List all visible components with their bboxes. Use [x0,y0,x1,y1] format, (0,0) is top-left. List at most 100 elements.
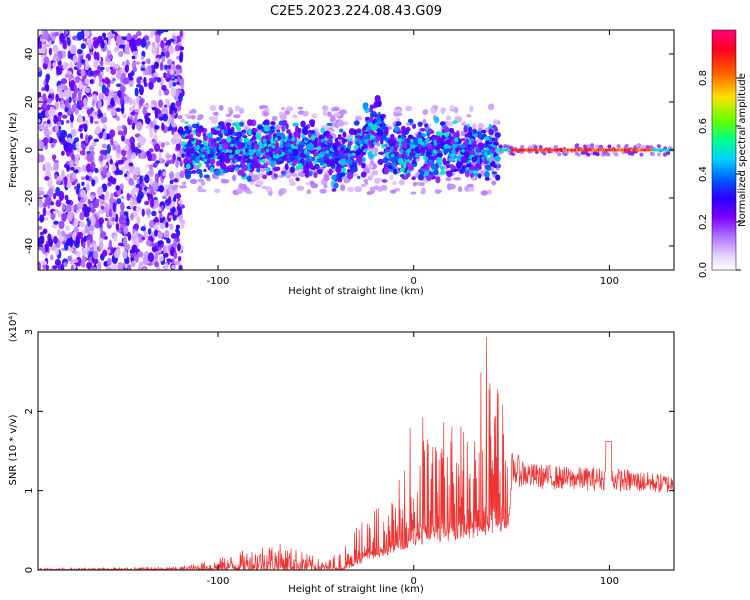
spectrogram-cell [112,112,118,116]
spectrogram-cell [314,159,318,164]
spectrogram-cell [134,113,138,119]
spectrogram-cell [466,114,472,118]
spectrogram-cell [369,104,376,109]
spectrogram-cell [218,146,223,150]
spectrogram-cell [286,174,291,179]
spectrogram-cell [381,135,387,141]
spectrogram-cell [128,76,134,81]
spectrogram-cell [263,143,268,147]
spectrogram-cell [475,146,481,153]
spectrogram-cell [57,84,61,94]
spectrogram-cell [170,69,175,76]
spectrogram-cell [422,109,429,116]
spectrogram-cell [406,143,411,149]
spectrogram-cell [129,252,136,258]
spectrogram-cell [43,127,50,137]
spectrogram-cell [138,85,144,96]
spectrogram-cell [111,217,116,222]
spectrogram-cell [489,153,494,158]
spectrogram-cell [173,240,178,249]
spectrogram-cell [392,168,398,175]
spectrogram-cell [278,120,284,126]
spectrogram-cell [80,43,86,50]
spectrogram-cell [93,51,98,60]
colorbar-tick-label: 0.0 [698,262,709,278]
spectrogram-cell [409,151,414,158]
spectrogram-cell [220,162,226,170]
spectrogram-cell [117,130,124,136]
spectrogram-cell [178,93,183,103]
spectrogram-cell [168,80,173,89]
spectrogram-cell [168,45,175,55]
spectrogram-cell [452,150,456,155]
spectrogram-cell [52,61,56,69]
spectrogram-cell [327,143,331,149]
spectrogram-cell [495,174,501,181]
spectrogram-cell [65,199,71,205]
spectrogram-cell [147,228,152,235]
spectrogram-cell [51,108,56,118]
spectrogram-cell [595,152,600,157]
spectrogram-cell [43,30,49,41]
spectrogram-cell [60,82,65,90]
spectrogram-cell [113,94,118,103]
spectrogram-cell [474,172,479,178]
spectrogram-cell [335,174,340,179]
spectrogram-cell [170,87,177,98]
spectrogram-cell [393,126,400,132]
spectrogram-cell [271,115,278,121]
spectrogram-cell [286,170,291,175]
spectrogram-cell [232,174,237,182]
spectrogram-cell [132,44,137,52]
spectrogram-cell [87,219,91,227]
spectrogram-cell [476,158,480,164]
spectrogram-cell [174,260,181,266]
spectrogram-cell [106,135,112,140]
spectrogram-cell [353,129,358,136]
spectrogram-cell [79,198,85,204]
spectrogram-cell [428,174,434,178]
spectrogram-cell [119,183,124,191]
spectrogram-cell [140,226,146,232]
spectrogram-cell [635,143,640,148]
spectrogram-cell [60,119,64,126]
spectrogram-cell [69,114,74,123]
spectrogram-cell [271,157,278,161]
spectrogram-cell [130,111,136,116]
spectrogram-cell [343,138,348,143]
spectrogram-cell [173,251,178,260]
spectrogram-cell [101,84,107,94]
spectrogram-cell [73,218,79,228]
spectrogram-cell [157,109,161,115]
snr-y-ticks: 0 1 2 3 [24,329,674,573]
spectrogram-cell [574,144,579,149]
spectrogram-cell [394,108,402,114]
spectrogram-cell [175,159,179,169]
spectrogram-cell [262,174,267,180]
spectrogram-cell [118,39,125,45]
spectrogram-cell [38,140,43,149]
spectrogram-cell [146,58,151,65]
spectrogram-cell [222,143,229,150]
spectrogram-cell [122,249,128,259]
spectrogram-cell [150,100,157,105]
spectrogram-cell [481,149,485,153]
spectrogram-cell [291,136,296,142]
spectrogram-cell [120,201,125,212]
spectrogram-cell [480,190,488,196]
spectrogram-cell [70,167,75,171]
spectrogram-cell [124,64,130,73]
spectrogram-cell [173,96,179,101]
spectrogram-cell [538,145,543,150]
spectrogram-cell [281,124,285,133]
spectrogram-cell [121,87,125,97]
spectrogram-cell [225,122,232,128]
spectrogram-cell [377,129,384,137]
spectrogram-x-tick-label: -100 [207,276,230,287]
spectrogram-cell [163,37,167,42]
spectrogram-cell [491,171,498,175]
spectrogram-cell [84,209,90,218]
spectrogram-cell [317,146,322,151]
spectrogram-cell [92,258,99,265]
spectrogram-cell [108,239,113,250]
